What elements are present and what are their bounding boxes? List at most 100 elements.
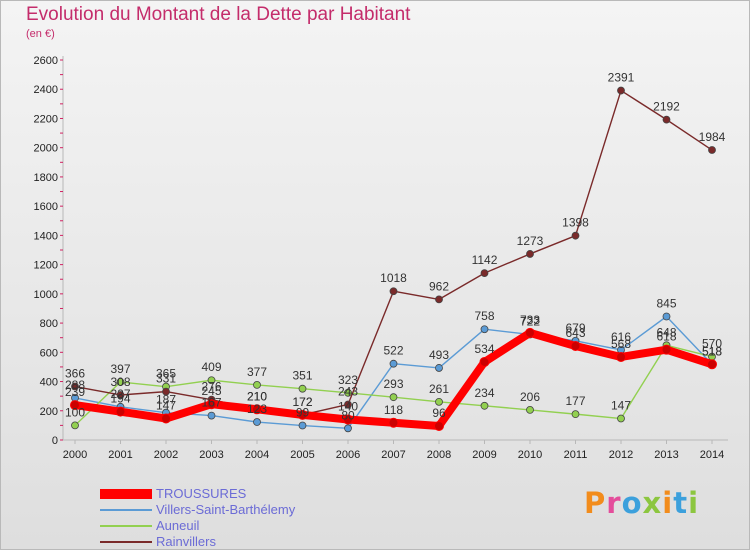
legend-swatch	[100, 525, 152, 527]
x-tick-label: 2009	[472, 449, 496, 461]
x-tick-label: 2010	[518, 449, 542, 461]
data-label: 118	[384, 403, 403, 417]
data-label: 366	[65, 367, 85, 381]
x-tick-label: 2002	[154, 449, 178, 461]
logo-letter: x	[642, 486, 663, 520]
x-tick-label: 2008	[427, 449, 451, 461]
y-tick-label: 2200	[34, 113, 58, 125]
data-label: 722	[520, 314, 540, 328]
logo-letter: i	[688, 486, 700, 520]
data-point	[617, 414, 625, 423]
data-point	[662, 115, 671, 124]
data-point	[162, 387, 170, 396]
data-label: 172	[292, 395, 312, 409]
data-point	[435, 397, 443, 406]
data-label: 679	[565, 321, 585, 335]
data-point	[116, 378, 125, 386]
data-label: 261	[429, 382, 449, 396]
data-label: 172	[292, 395, 312, 409]
data-point	[298, 421, 307, 430]
data-label: 80	[341, 408, 355, 422]
data-point	[526, 405, 534, 414]
data-label: 245	[201, 384, 221, 398]
data-label: 2192	[653, 100, 680, 114]
legend-label: Auneuil	[156, 518, 200, 533]
data-point	[434, 420, 444, 431]
data-label: 397	[110, 362, 130, 376]
data-label: 147	[156, 399, 176, 413]
x-tick-label: 2011	[564, 449, 588, 461]
data-point	[571, 410, 580, 419]
data-point	[207, 411, 216, 420]
legend-label: TROUSSURES	[156, 486, 247, 501]
data-label: 733	[520, 313, 540, 327]
x-tick-label: 2013	[654, 449, 678, 461]
data-point	[480, 269, 489, 277]
x-tick-label: 2005	[290, 449, 314, 461]
data-point	[71, 421, 79, 430]
data-point	[479, 356, 490, 367]
data-point	[161, 413, 171, 424]
data-label: 288	[65, 378, 85, 392]
data-point	[662, 312, 671, 321]
data-point	[115, 406, 126, 417]
data-label: 323	[338, 373, 358, 387]
data-label: 194	[110, 392, 130, 406]
data-point	[71, 382, 79, 391]
data-point	[661, 344, 672, 355]
data-point	[206, 399, 217, 410]
data-point	[707, 359, 717, 370]
proxiti-logo: Proxiti	[584, 486, 699, 520]
y-tick-label: 2600	[34, 55, 58, 67]
y-tick-label: 600	[40, 347, 58, 359]
legend-swatch	[100, 489, 152, 499]
data-point	[70, 400, 80, 411]
data-point	[480, 325, 489, 334]
y-tick-label: 1400	[34, 230, 58, 242]
data-point	[253, 380, 261, 389]
data-point	[344, 400, 352, 409]
data-label: 618	[656, 330, 676, 344]
y-tick-label: 200	[40, 406, 58, 418]
logo-letter: t	[673, 486, 689, 520]
data-point	[617, 86, 625, 95]
x-tick-label: 2007	[381, 449, 405, 461]
y-tick-label: 0	[52, 435, 58, 447]
data-label: 187	[156, 393, 176, 407]
x-tick-label: 2004	[245, 449, 269, 461]
data-label: 518	[702, 344, 722, 358]
data-point	[388, 417, 399, 428]
x-tick-label: 2014	[700, 449, 724, 461]
data-label: 616	[611, 330, 631, 344]
data-label: 234	[474, 386, 494, 400]
data-label: 1398	[562, 216, 589, 230]
data-label: 147	[611, 399, 631, 413]
data-label: 206	[520, 390, 540, 404]
data-label: 177	[565, 394, 585, 408]
logo-letter: P	[584, 486, 607, 520]
data-label: 643	[565, 326, 585, 340]
data-label: 365	[156, 367, 176, 381]
y-tick-label: 1600	[34, 201, 58, 213]
data-point	[344, 388, 352, 397]
data-label: 276	[201, 380, 221, 394]
legend-swatch	[100, 541, 152, 543]
y-tick-label: 400	[40, 377, 58, 389]
data-point	[571, 231, 580, 240]
data-label: 331	[156, 372, 176, 386]
y-tick-label: 2000	[34, 143, 58, 155]
data-label: 758	[474, 309, 494, 323]
data-point	[708, 146, 716, 154]
data-label: 227	[110, 387, 130, 401]
data-point	[435, 295, 443, 304]
data-label: 1018	[380, 271, 407, 285]
data-label: 1142	[472, 253, 498, 267]
data-label: 962	[429, 279, 449, 293]
data-point	[616, 351, 626, 362]
data-label: 140	[338, 400, 358, 414]
data-point	[343, 414, 353, 425]
data-point	[298, 384, 307, 393]
data-point	[526, 250, 534, 258]
data-label: 239	[65, 385, 85, 399]
logo-letter: i	[662, 486, 674, 520]
